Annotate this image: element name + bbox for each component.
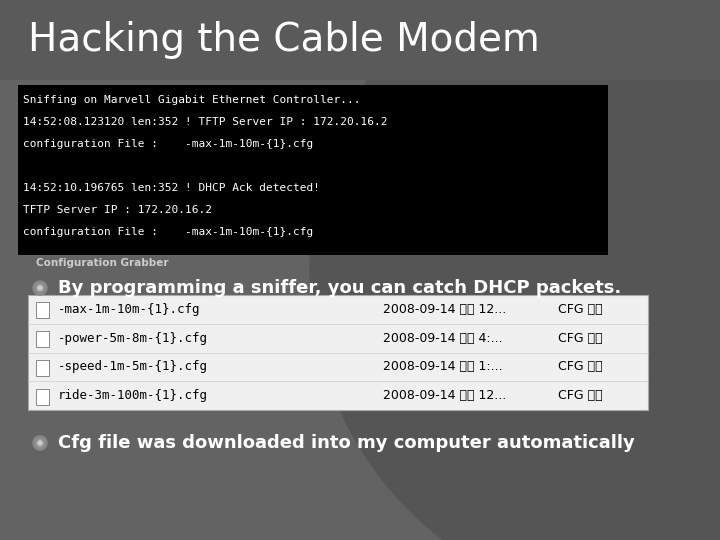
Bar <box>18 85 608 255</box>
Circle shape <box>36 284 44 292</box>
Text: 14:52:08.123120 len:352 ! TFTP Server IP : 172.20.16.2: 14:52:08.123120 len:352 ! TFTP Server IP… <box>23 117 387 127</box>
Text: configuration File :    -max-1m-10m-{1}.cfg: configuration File : -max-1m-10m-{1}.cfg <box>23 227 313 237</box>
Text: Hacking the Cable Modem: Hacking the Cable Modem <box>28 21 540 59</box>
Text: Sniffing on Marvell Gigabit Ethernet Controller...: Sniffing on Marvell Gigabit Ethernet Con… <box>23 95 361 105</box>
Text: Cfg file was downloaded into my computer automatically: Cfg file was downloaded into my computer… <box>58 434 635 452</box>
Text: 2008-09-14 오후 4:...: 2008-09-14 오후 4:... <box>383 332 503 345</box>
Text: CFG 파일: CFG 파일 <box>558 303 603 316</box>
Bar <box>28 295 648 410</box>
Text: By programming a sniffer, you can catch DHCP packets.: By programming a sniffer, you can catch … <box>58 279 621 297</box>
Text: 2008-09-14 오전 1:...: 2008-09-14 오전 1:... <box>383 360 503 373</box>
Bar <box>36 331 49 347</box>
Circle shape <box>33 436 47 450</box>
Circle shape <box>38 286 42 290</box>
Text: 14:52:10.196765 len:352 ! DHCP Ack detected!: 14:52:10.196765 len:352 ! DHCP Ack detec… <box>23 183 320 193</box>
Text: -max-1m-10m-{1}.cfg: -max-1m-10m-{1}.cfg <box>58 303 200 316</box>
Text: CFG 파일: CFG 파일 <box>558 389 603 402</box>
Text: ride-3m-100m-{1}.cfg: ride-3m-100m-{1}.cfg <box>58 389 208 402</box>
Text: Configuration Grabber: Configuration Grabber <box>36 258 168 268</box>
Text: CFG 파일: CFG 파일 <box>558 332 603 345</box>
Text: -power-5m-8m-{1}.cfg: -power-5m-8m-{1}.cfg <box>58 332 208 345</box>
Text: CFG 파일: CFG 파일 <box>558 360 603 373</box>
Circle shape <box>36 439 44 447</box>
Text: 2008-09-14 오전 12...: 2008-09-14 오전 12... <box>383 303 506 316</box>
Bar <box>36 360 49 376</box>
Text: -speed-1m-5m-{1}.cfg: -speed-1m-5m-{1}.cfg <box>58 360 208 373</box>
Circle shape <box>33 281 47 295</box>
Polygon shape <box>310 0 720 540</box>
Text: TFTP Server IP : 172.20.16.2: TFTP Server IP : 172.20.16.2 <box>23 205 212 215</box>
Text: configuration File :    -max-1m-10m-{1}.cfg: configuration File : -max-1m-10m-{1}.cfg <box>23 139 313 149</box>
Circle shape <box>38 441 42 445</box>
Bar <box>36 302 49 319</box>
Bar <box>0 0 720 80</box>
Bar <box>36 389 49 404</box>
Text: 2008-09-14 오전 12...: 2008-09-14 오전 12... <box>383 389 506 402</box>
